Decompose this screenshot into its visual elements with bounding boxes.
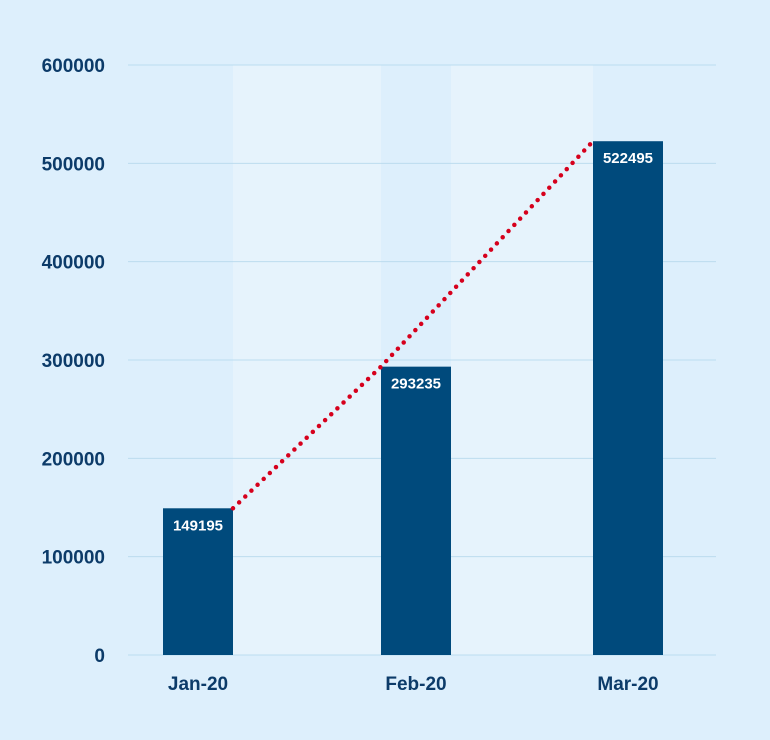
x-tick-label: Feb-20 [385, 674, 446, 695]
y-tick-label: 0 [94, 646, 105, 667]
y-tick-label: 200000 [42, 449, 105, 470]
x-tick-label: Mar-20 [597, 674, 658, 695]
bar [163, 508, 233, 655]
y-tick-label: 600000 [42, 56, 105, 77]
x-tick-label: Jan-20 [168, 674, 228, 695]
y-tick-label: 300000 [42, 351, 105, 372]
bar [593, 141, 663, 655]
y-tick-label: 100000 [42, 548, 105, 569]
data-label: 293235 [391, 376, 441, 393]
y-axis: 0 100000 200000 300000 400000 500000 600000 [42, 56, 105, 667]
bar [381, 366, 451, 655]
trend-line [230, 138, 596, 511]
data-label: 522495 [603, 150, 653, 167]
y-tick-label: 500000 [42, 154, 105, 175]
trend-line-path [230, 138, 596, 511]
data-labels: 149195 293235 522495 [173, 150, 653, 534]
bars [163, 141, 663, 655]
data-label: 149195 [173, 517, 223, 534]
x-axis: Jan-20 Feb-20 Mar-20 [168, 674, 659, 695]
y-tick-label: 400000 [42, 253, 105, 274]
